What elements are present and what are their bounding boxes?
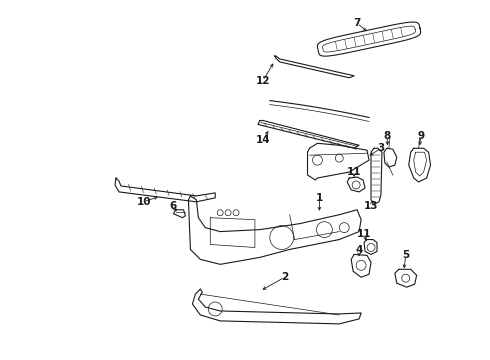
Text: 11: 11: [357, 229, 371, 239]
Text: 10: 10: [137, 197, 151, 207]
Text: 8: 8: [383, 131, 391, 141]
Text: 2: 2: [281, 272, 288, 282]
Text: 6: 6: [169, 201, 176, 211]
Text: 12: 12: [256, 76, 270, 86]
Text: 9: 9: [417, 131, 424, 141]
Text: 7: 7: [353, 18, 361, 28]
Text: 13: 13: [364, 201, 378, 211]
Text: 4: 4: [355, 246, 363, 256]
Text: 14: 14: [256, 135, 270, 145]
Text: 3: 3: [377, 143, 385, 153]
Text: 1: 1: [316, 193, 323, 203]
Text: 5: 5: [402, 251, 409, 260]
Text: 11: 11: [347, 167, 362, 177]
